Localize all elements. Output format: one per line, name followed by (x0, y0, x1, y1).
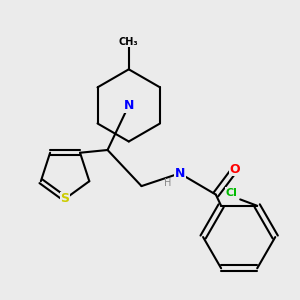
Text: S: S (61, 192, 70, 205)
Text: CH₃: CH₃ (119, 37, 139, 47)
Text: N: N (175, 167, 185, 180)
Text: H: H (164, 178, 172, 188)
Text: O: O (230, 163, 240, 176)
Text: Cl: Cl (226, 188, 238, 198)
Text: N: N (124, 99, 134, 112)
